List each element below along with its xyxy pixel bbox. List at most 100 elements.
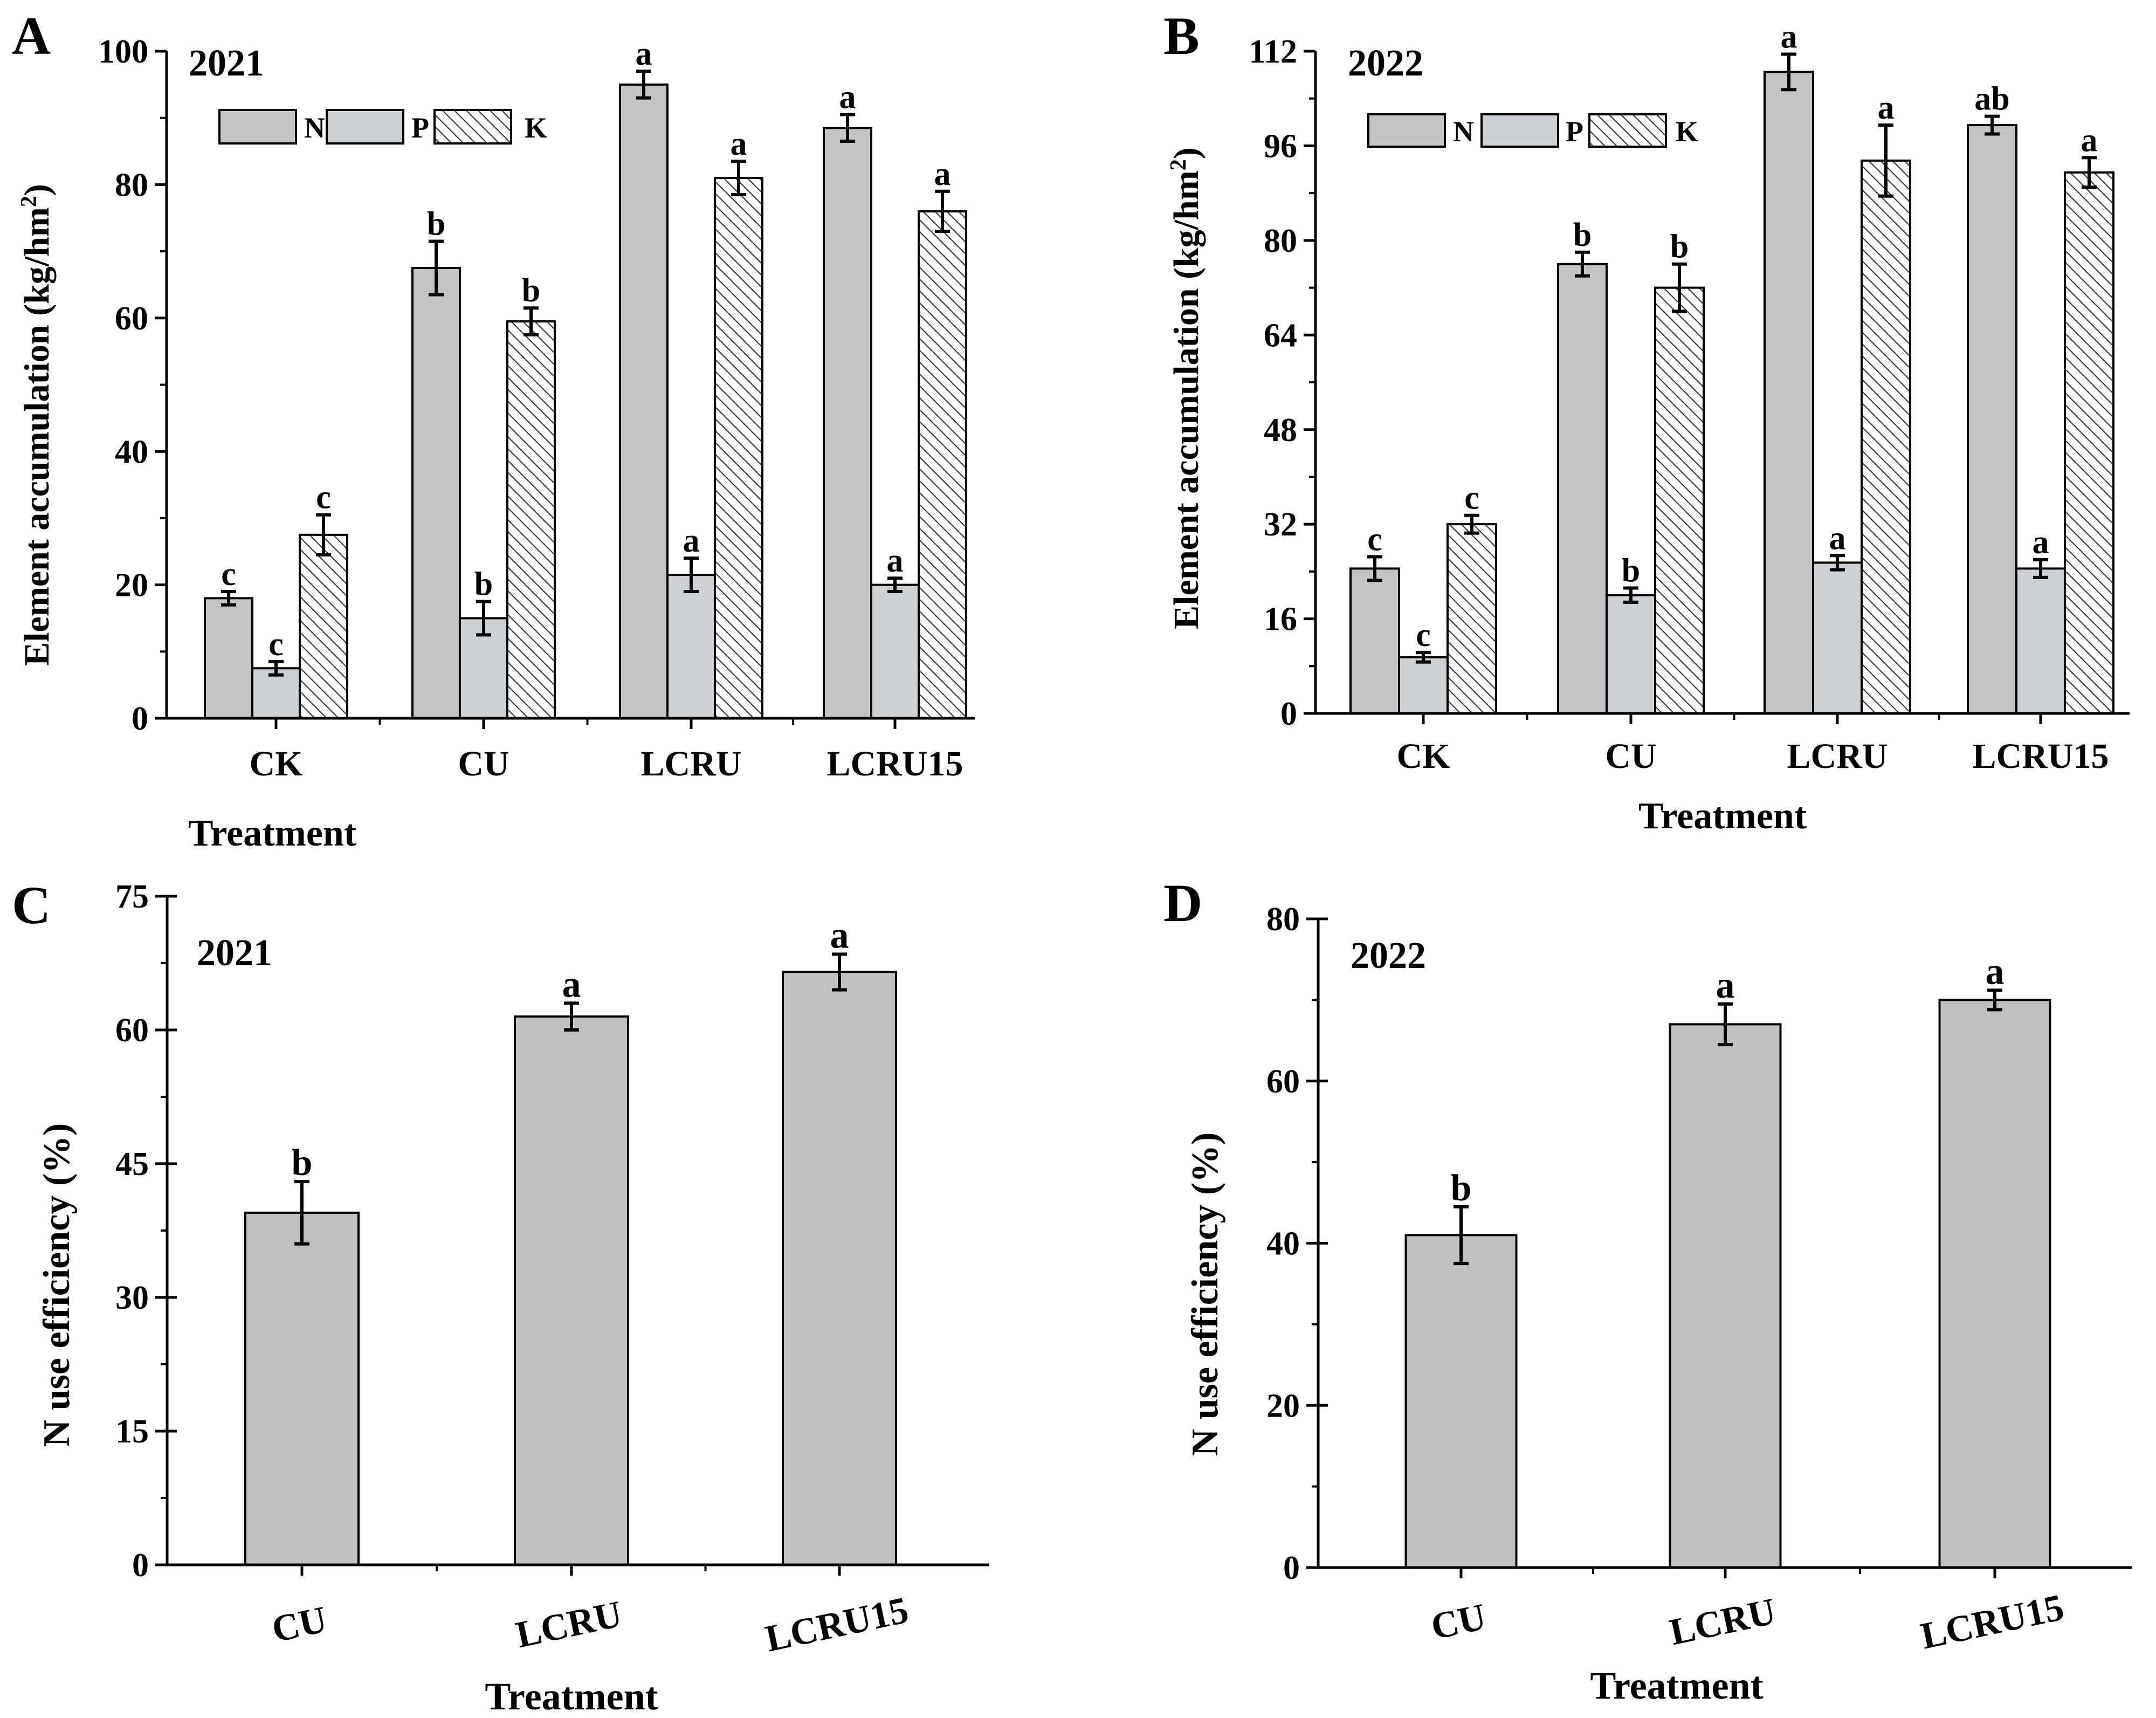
bar-n [411, 267, 461, 719]
y-tick-label: 60 [115, 1012, 149, 1049]
significance-letter: a [2081, 122, 2098, 159]
y-tick-label: 80 [1266, 901, 1300, 938]
y-tick-label: 20 [1266, 1387, 1300, 1424]
bar-n [1557, 263, 1608, 714]
y-tick-label: 15 [115, 1413, 149, 1450]
y-tick-label: 80 [1264, 223, 1297, 259]
year-label-d: 2022 [1351, 935, 1426, 977]
significance-letter: b [1670, 229, 1689, 265]
bar-k [299, 533, 348, 719]
significance-letter: a [1829, 520, 1846, 556]
y-tick-label: 0 [132, 700, 148, 737]
bar-k [714, 177, 763, 719]
significance-letter: b [292, 1142, 313, 1184]
x-tick-label: LCRU15 [826, 744, 963, 784]
significance-letter: b [1573, 217, 1592, 253]
significance-letter: a [1878, 90, 1895, 126]
legend-label-k: K [525, 112, 547, 144]
bar-k [2064, 171, 2114, 714]
bar-n [823, 127, 872, 719]
significance-letter: c [268, 626, 284, 663]
significance-letter: b [522, 272, 540, 309]
bar-nue [244, 1211, 360, 1566]
legend-a: N P K [218, 109, 547, 145]
y-tick-label: 112 [1249, 33, 1297, 70]
panel-b: B 2022 Treatment Element accumulation (k… [1163, 6, 2130, 837]
significance-letter: c [1367, 521, 1382, 558]
bar-p [1812, 561, 1863, 715]
legend-label-n: N [1453, 115, 1474, 148]
legend-swatch-n [218, 109, 297, 145]
y-tick-label: 96 [1264, 128, 1297, 165]
bar-p [1606, 594, 1656, 714]
bar-k [1654, 286, 1705, 714]
y-tick-label: 30 [115, 1280, 149, 1316]
x-axis-title-c: Treatment [485, 1675, 658, 1718]
y-tick-label: 0 [1283, 1550, 1300, 1586]
panel-d: D 2022 Treatment N use efficiency (%) b a… [1163, 873, 2132, 1707]
significance-letter: c [221, 556, 236, 593]
legend-b: N P K [1367, 113, 1698, 148]
bar-p [870, 583, 920, 719]
year-label-c: 2021 [197, 932, 272, 974]
x-tick-label: CU [1605, 737, 1656, 776]
panel-c: C 2021 Treatment N use efficiency (%) b a… [12, 875, 989, 1718]
bar-n [1349, 567, 1400, 714]
significance-letter: ab [1974, 81, 2009, 118]
y-tick-label: 0 [1280, 696, 1297, 732]
bar-nue [1669, 1023, 1782, 1569]
x-tick-label: CU [1428, 1596, 1490, 1648]
y-tick-label: 75 [115, 878, 149, 915]
bar-n [1764, 71, 1814, 714]
x-tick-label: CU [458, 744, 509, 784]
x-tick-label: LCRU [1666, 1591, 1779, 1654]
legend-swatch-p [326, 109, 404, 145]
bar-nue [514, 1015, 629, 1566]
legend-swatch-p [1480, 113, 1559, 148]
y-tick-label: 0 [132, 1547, 149, 1584]
significance-letter: a [562, 964, 581, 1005]
y-tick-label: 60 [115, 300, 148, 337]
legend-swatch-k [1588, 113, 1667, 148]
x-tick-label: LCRU15 [1917, 1586, 2068, 1657]
legend-label-k: K [1676, 115, 1698, 148]
y-axis-title-d: N use efficiency (%) [1184, 1132, 1226, 1456]
x-axis-title-a: Treatment [188, 813, 356, 854]
legend-label-p: P [1566, 115, 1583, 148]
bar-n [619, 83, 669, 720]
significance-letter: c [1416, 617, 1431, 654]
y-tick-label: 32 [1264, 506, 1297, 543]
y-tick-label: 100 [98, 33, 148, 70]
significance-letter: a [683, 523, 700, 559]
y-axis-title-a: Element accumulation (kg/hm2) [17, 184, 57, 666]
legend-swatch-k [433, 109, 512, 145]
y-tick-label: 48 [1264, 412, 1297, 449]
y-tick-label: 45 [115, 1146, 149, 1183]
y-tick-label: 20 [115, 567, 148, 604]
significance-letter: b [1622, 553, 1640, 589]
panel-letter-c: C [12, 875, 51, 935]
y-tick-label: 40 [115, 434, 148, 470]
x-tick-label: CK [250, 744, 303, 784]
significance-letter: a [887, 542, 904, 579]
panel-letter-b: B [1163, 6, 1200, 66]
bar-p [666, 574, 716, 720]
significance-letter: b [1451, 1167, 1472, 1209]
y-axis-title-b: Element accumulation (kg/hm2) [1166, 147, 1206, 629]
significance-letter: a [839, 79, 856, 116]
x-tick-label: CU [268, 1599, 330, 1651]
legend-swatch-n [1367, 113, 1446, 148]
legend-label-p: P [411, 112, 429, 144]
significance-letter: a [830, 915, 849, 956]
y-tick-label: 80 [115, 167, 148, 203]
panel-letter-d: D [1163, 873, 1202, 933]
bar-p [1398, 656, 1449, 714]
bar-nue [1938, 999, 2051, 1569]
y-tick-label: 60 [1266, 1063, 1300, 1100]
significance-letter: a [1716, 965, 1735, 1006]
significance-letter: a [731, 126, 747, 162]
bar-nue [1404, 1234, 1518, 1569]
significance-letter: b [474, 566, 493, 603]
bar-k [506, 320, 556, 719]
x-tick-label: LCRU [512, 1593, 625, 1657]
